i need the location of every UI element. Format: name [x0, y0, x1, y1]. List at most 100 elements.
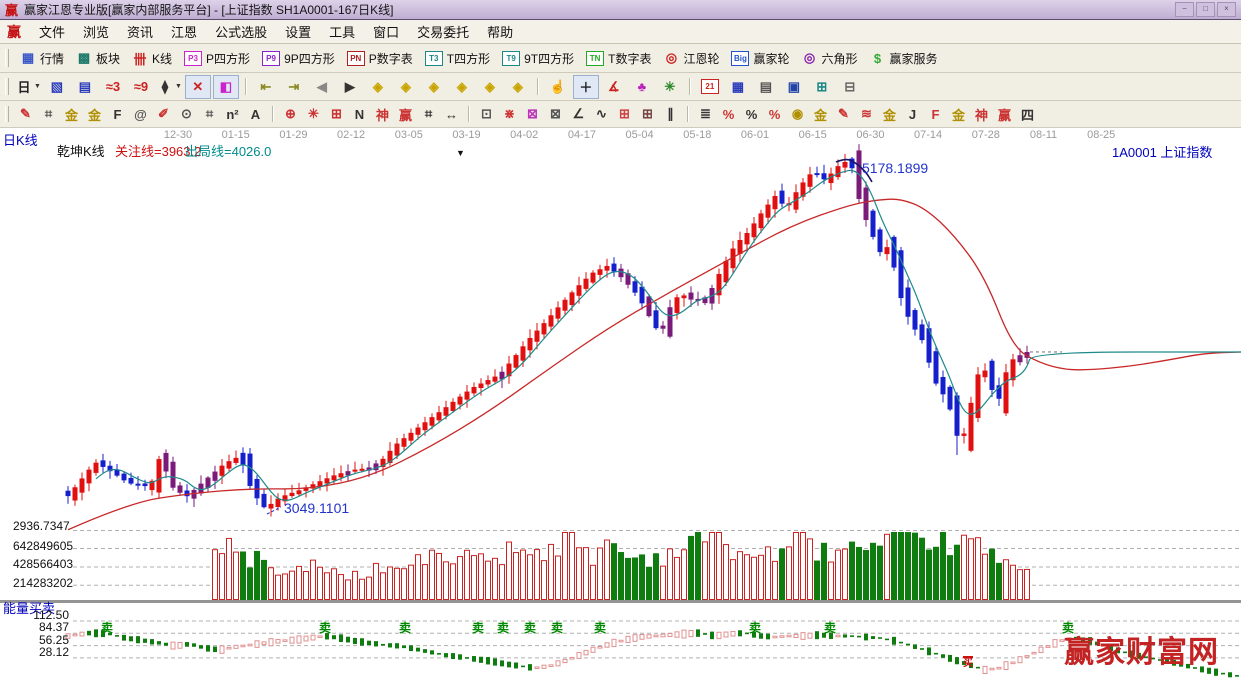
chart-style-button[interactable]: ▧	[44, 75, 70, 99]
vwave-tool[interactable]: ∿	[591, 104, 612, 124]
gold-line-tool-1[interactable]: 金	[61, 104, 82, 124]
menu-settings[interactable]: 设置	[285, 25, 312, 40]
sectors-button[interactable]: ▩ 板块	[70, 48, 126, 69]
9t-square-button[interactable]: T9 9T四方形	[496, 48, 580, 69]
crosshair-tool-button[interactable]: ＋	[572, 74, 599, 99]
grid-tool[interactable]: ⌗	[38, 104, 59, 124]
notes-button[interactable]: ▤	[753, 75, 779, 99]
menu-formula-picker[interactable]: 公式选股	[215, 25, 268, 40]
red-grid-tool-2[interactable]: ⊞	[637, 104, 658, 124]
winner-wheel-button[interactable]: Big 赢家轮	[725, 48, 795, 69]
web-square-tool[interactable]: ⊞	[326, 104, 347, 124]
hexagon-button[interactable]: ◎ 六角形	[796, 48, 864, 69]
menu-news[interactable]: 资讯	[127, 25, 154, 40]
kx-toggle-button[interactable]: ✕	[184, 74, 211, 99]
zoom-tool-2[interactable]: ◈	[393, 75, 419, 99]
p-square-button[interactable]: P3 P四方形	[178, 48, 256, 69]
gold-line-tool-2[interactable]: 金	[84, 104, 105, 124]
gold-angle-tool[interactable]: 金	[879, 104, 900, 124]
span-tool[interactable]: ↔	[441, 104, 462, 124]
gann-box-tool[interactable]: ≣	[695, 104, 716, 124]
9p-square-button[interactable]: P9 9P四方形	[256, 48, 341, 69]
page-right-button[interactable]: ▶	[337, 75, 363, 99]
gold-slope-tool[interactable]: 金	[948, 104, 969, 124]
p-number-table-button[interactable]: PN P数字表	[341, 48, 419, 69]
zoom-tool-3[interactable]: ◈	[421, 75, 447, 99]
ruler-grid-tool[interactable]: ⌗	[418, 104, 439, 124]
hand-tool-button[interactable]: ☝	[545, 75, 571, 99]
maximize-button[interactable]: □	[1196, 2, 1215, 17]
info-panel-button[interactable]: ▤	[72, 75, 98, 99]
computer-button[interactable]: ⊟	[837, 75, 863, 99]
t-number-table-button[interactable]: TN T数字表	[580, 48, 657, 69]
menu-browse[interactable]: 浏览	[83, 25, 110, 40]
calendar-button[interactable]: 21	[697, 75, 723, 99]
first-page-button[interactable]: ⇤	[253, 75, 279, 99]
zoom-tool-5[interactable]: ◈	[477, 75, 503, 99]
angle-line-tool[interactable]: ∠	[568, 104, 589, 124]
wave-fit-tool[interactable]: ≋	[856, 104, 877, 124]
wave3-button[interactable]: ≈3	[100, 75, 126, 99]
last-page-button[interactable]: ⇥	[281, 75, 307, 99]
compass-tool[interactable]: ✎	[15, 104, 36, 124]
n2-tool[interactable]: n²	[222, 104, 243, 124]
a-tool[interactable]: A	[245, 104, 266, 124]
pct-tool-1[interactable]: %	[718, 104, 739, 124]
kline-button[interactable]: 卌 K线	[126, 48, 178, 69]
zoom-tool-6[interactable]: ◈	[505, 75, 531, 99]
f-angle-tool[interactable]: F	[925, 104, 946, 124]
red-grid-tool-1[interactable]: ⊞	[614, 104, 635, 124]
calculator-button[interactable]: ▦	[725, 75, 751, 99]
save-button[interactable]: ▣	[781, 75, 807, 99]
candle-style-button[interactable]: ⧫ ▼	[156, 75, 183, 99]
shape-tool-button[interactable]: ♣	[629, 75, 655, 99]
parallel-tool[interactable]: ∥	[660, 104, 681, 124]
pct-line-tool[interactable]: %	[764, 104, 785, 124]
star-web-tool[interactable]: ✳	[303, 104, 324, 124]
circle-cross-tool[interactable]: ⊕	[280, 104, 301, 124]
gold-circle-tool[interactable]: ◉	[787, 104, 808, 124]
four-angle-tool[interactable]: 四	[1017, 104, 1038, 124]
ying-angle-tool[interactable]: 赢	[994, 104, 1015, 124]
zoom-tool-4[interactable]: ◈	[449, 75, 475, 99]
pencil-tool[interactable]: ✐	[153, 104, 174, 124]
minimize-button[interactable]: −	[1175, 2, 1194, 17]
menu-window[interactable]: 窗口	[373, 25, 400, 40]
quotes-button[interactable]: ▦ 行情	[14, 48, 70, 69]
menu-gann[interactable]: 江恩	[171, 25, 198, 40]
hash-tool[interactable]: ⌗	[199, 104, 220, 124]
gold-level-tool[interactable]: 金	[810, 104, 831, 124]
shen-tool[interactable]: 神	[372, 104, 393, 124]
close-button[interactable]: ×	[1217, 2, 1236, 17]
gann-wheel-button[interactable]: ◎ 江恩轮	[657, 48, 725, 69]
menu-file[interactable]: 文件	[39, 25, 66, 40]
cycle-tool[interactable]: ⊙	[176, 104, 197, 124]
color-chart-button[interactable]: ◧	[212, 74, 239, 99]
period-selector[interactable]: 日 ▼	[15, 75, 42, 99]
toolbar-grip[interactable]	[5, 77, 9, 96]
box-tool[interactable]: ⊡	[476, 104, 497, 124]
winner-service-button[interactable]: $ 赢家服务	[864, 48, 944, 69]
ying-tool[interactable]: 赢	[395, 104, 416, 124]
page-left-button[interactable]: ◀	[309, 75, 335, 99]
j-angle-tool[interactable]: J	[902, 104, 923, 124]
kline-chart-canvas[interactable]	[0, 128, 1241, 681]
n-wave-tool[interactable]: N	[349, 104, 370, 124]
analysis-tool-button[interactable]: ✳	[657, 75, 683, 99]
spiral-tool[interactable]: @	[130, 104, 151, 124]
toolbar-grip[interactable]	[5, 48, 9, 68]
shen-angle-tool[interactable]: 神	[971, 104, 992, 124]
zoom-tool-1[interactable]: ◈	[365, 75, 391, 99]
menu-trade[interactable]: 交易委托	[417, 25, 470, 40]
pct-tool-2[interactable]: %	[741, 104, 762, 124]
t-square-button[interactable]: T3 T四方形	[419, 48, 496, 69]
menu-help[interactable]: 帮助	[487, 25, 514, 40]
wave9-button[interactable]: ≈9	[128, 75, 154, 99]
chart-area[interactable]: 12-30 01-15 01-29 02-12 03-05 03-19 04-02 04-17…	[0, 128, 1241, 681]
angle-measure-button[interactable]: ∡	[601, 75, 627, 99]
menu-tools[interactable]: 工具	[329, 25, 356, 40]
magenta-box-tool[interactable]: ⊠	[522, 104, 543, 124]
f-tool[interactable]: F	[107, 104, 128, 124]
fan-tool[interactable]: ⋇	[499, 104, 520, 124]
dark-box-tool[interactable]: ⊠	[545, 104, 566, 124]
